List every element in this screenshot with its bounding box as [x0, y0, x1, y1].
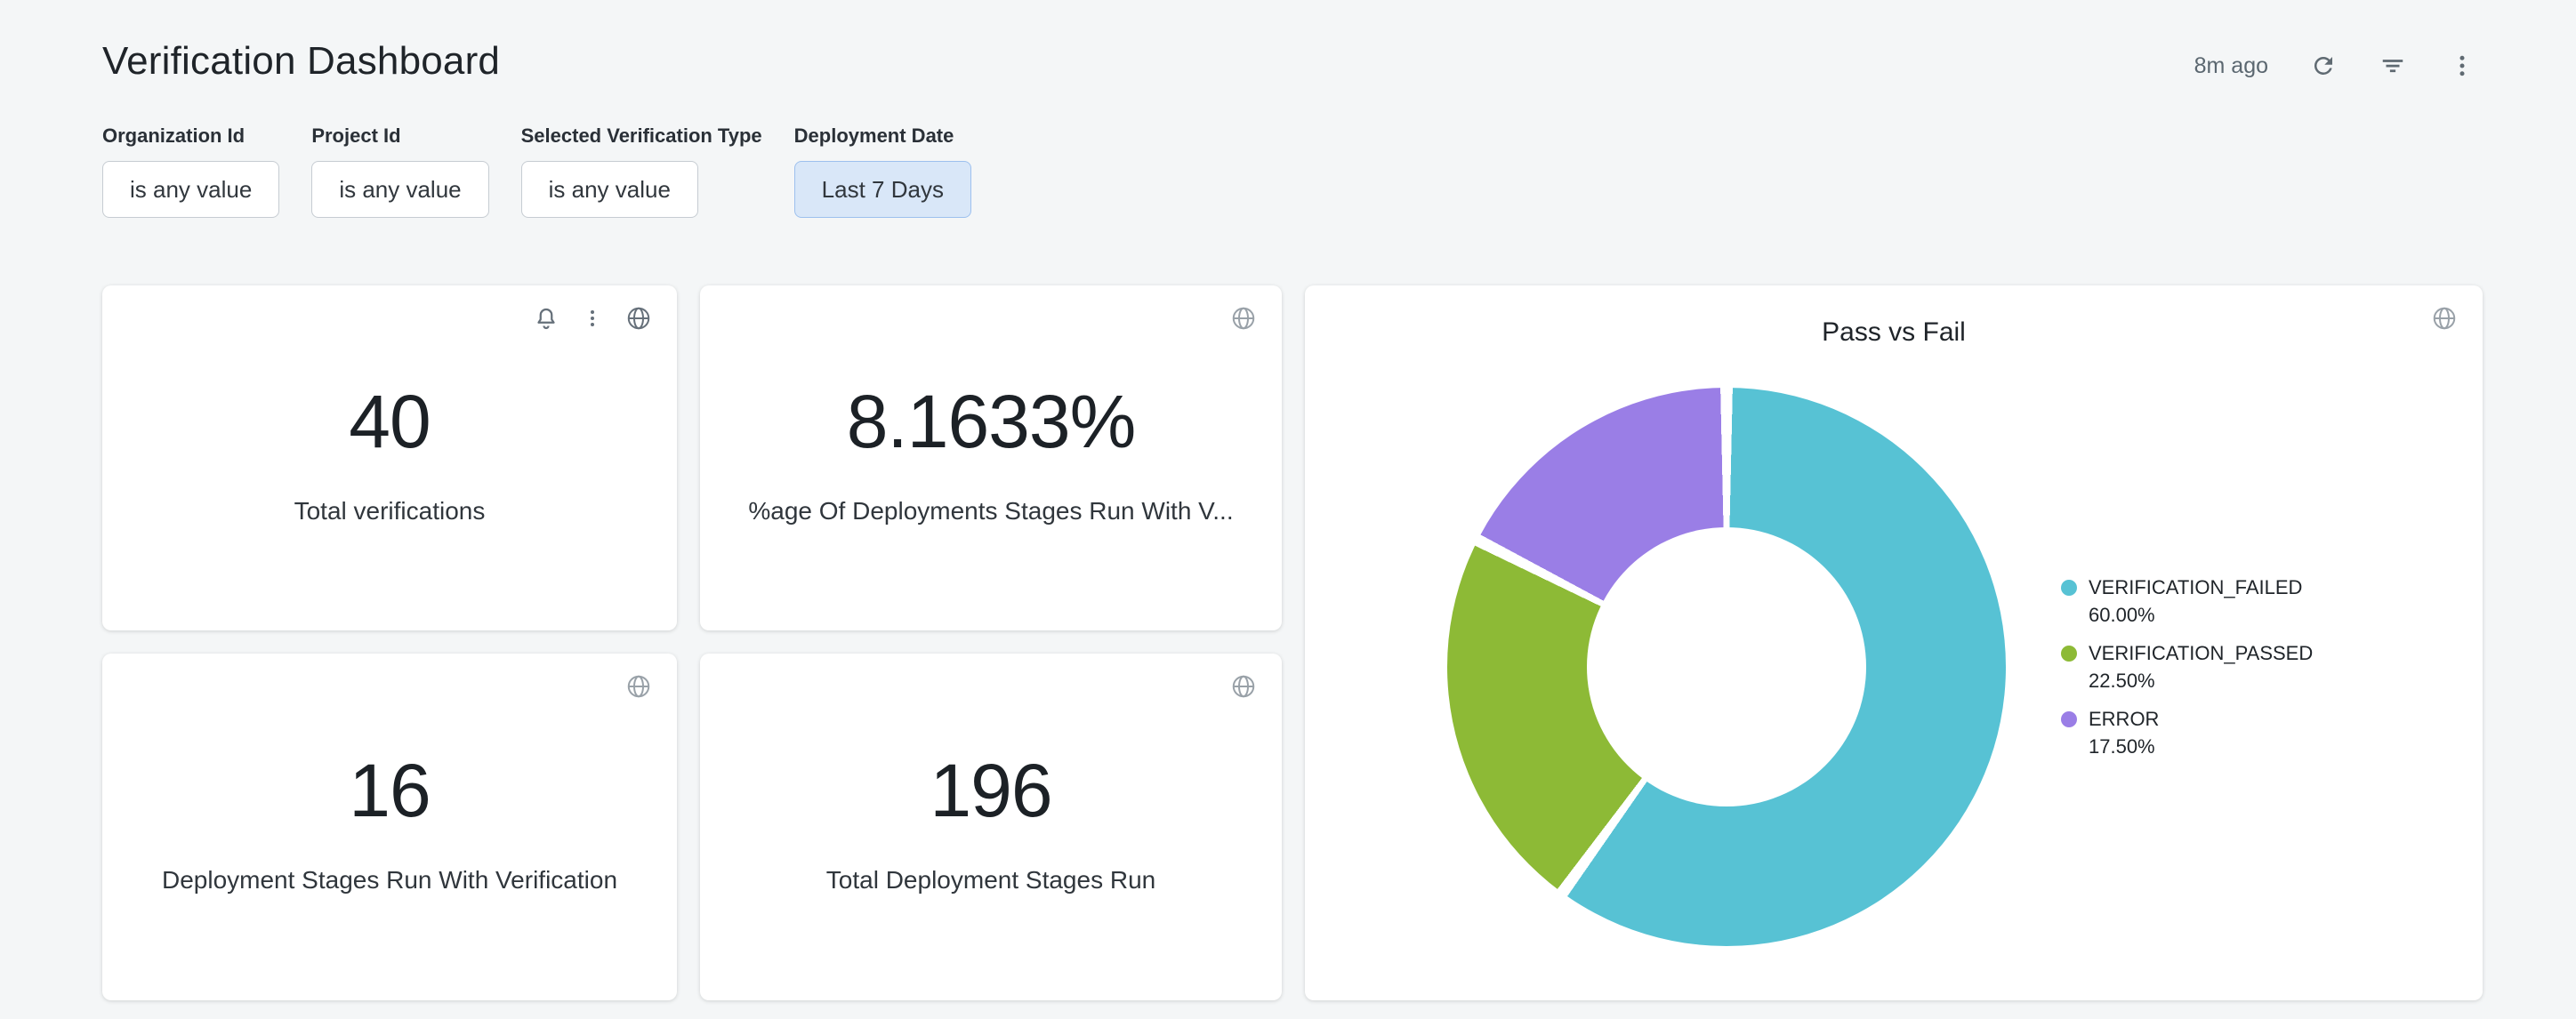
chart-title: Pass vs Fail — [1305, 285, 2483, 348]
refresh-icon[interactable] — [2309, 52, 2338, 80]
legend-item[interactable]: VERIFICATION_FAILED60.00% — [2061, 574, 2313, 629]
legend-label: ERROR17.50% — [2089, 705, 2159, 760]
filter-value-chip[interactable]: is any value — [102, 161, 279, 218]
filter-selected-verification-type: Selected Verification Type is any value — [521, 124, 762, 218]
card-pct-deployment-stages: 8.1633% %age Of Deployments Stages Run W… — [700, 285, 1282, 630]
card-icon-row — [1230, 305, 1257, 332]
chart-body: VERIFICATION_FAILED60.00% VERIFICATION_PA… — [1305, 348, 2483, 986]
stat-block: 196 Total Deployment Stages Run — [700, 654, 1282, 1000]
filter-icon[interactable] — [2379, 52, 2407, 80]
filter-value-chip[interactable]: Last 7 Days — [794, 161, 971, 218]
filter-bar: Organization Id is any value Project Id … — [102, 124, 2576, 218]
card-stages-with-verification: 16 Deployment Stages Run With Verificati… — [102, 654, 677, 1000]
globe-icon[interactable] — [2431, 305, 2458, 332]
stat-value: 16 — [349, 748, 430, 834]
header-actions: 8m ago — [2194, 52, 2476, 85]
legend-item[interactable]: VERIFICATION_PASSED22.50% — [2061, 639, 2313, 694]
filter-organization-id: Organization Id is any value — [102, 124, 279, 218]
page-title: Verification Dashboard — [102, 37, 500, 85]
filter-label: Selected Verification Type — [521, 124, 762, 148]
card-icon-row — [2431, 305, 2458, 332]
legend-color-dot — [2061, 580, 2077, 596]
globe-icon[interactable] — [625, 673, 652, 700]
filter-value-chip[interactable]: is any value — [521, 161, 698, 218]
chart-legend: VERIFICATION_FAILED60.00% VERIFICATION_PA… — [2061, 574, 2313, 760]
filter-value-chip[interactable]: is any value — [311, 161, 488, 218]
legend-color-dot — [2061, 711, 2077, 727]
globe-icon[interactable] — [625, 305, 652, 332]
stat-label: %age Of Deployments Stages Run With V... — [748, 497, 1233, 526]
globe-icon[interactable] — [1230, 673, 1257, 700]
legend-color-dot — [2061, 646, 2077, 662]
legend-item[interactable]: ERROR17.50% — [2061, 705, 2313, 760]
stat-label: Deployment Stages Run With Verification — [162, 866, 617, 895]
filter-deployment-date: Deployment Date Last 7 Days — [794, 124, 971, 218]
card-icon-row — [1230, 673, 1257, 700]
stat-value: 40 — [349, 379, 430, 465]
stat-label: Total Deployment Stages Run — [826, 866, 1155, 895]
last-refreshed-label: 8m ago — [2194, 53, 2268, 79]
card-icon-row — [625, 673, 652, 700]
card-icon-row — [533, 305, 652, 332]
stat-block: 16 Deployment Stages Run With Verificati… — [102, 654, 677, 1000]
donut-chart[interactable] — [1447, 388, 2006, 946]
stat-block: 40 Total verifications — [102, 285, 677, 630]
stat-value: 196 — [930, 748, 1051, 834]
card-total-stages-run: 196 Total Deployment Stages Run — [700, 654, 1282, 1000]
filter-label: Deployment Date — [794, 124, 971, 148]
stat-label: Total verifications — [294, 497, 486, 526]
kebab-menu-icon[interactable] — [579, 305, 606, 332]
filter-label: Organization Id — [102, 124, 279, 148]
legend-label: VERIFICATION_FAILED60.00% — [2089, 574, 2302, 629]
filter-label: Project Id — [311, 124, 488, 148]
stat-value: 8.1633% — [847, 379, 1136, 465]
globe-icon[interactable] — [1230, 305, 1257, 332]
card-pass-vs-fail-chart: Pass vs Fail VERIFICATION_FAILED60.00%VE… — [1305, 285, 2483, 1000]
filter-project-id: Project Id is any value — [311, 124, 488, 218]
card-grid: 40 Total verifications 8.1633% %age Of D… — [102, 285, 2576, 1000]
bell-icon[interactable] — [533, 305, 559, 332]
dashboard-header: Verification Dashboard 8m ago — [0, 0, 2576, 85]
card-total-verifications: 40 Total verifications — [102, 285, 677, 630]
kebab-menu-icon[interactable] — [2448, 52, 2476, 80]
legend-label: VERIFICATION_PASSED22.50% — [2089, 639, 2313, 694]
stat-block: 8.1633% %age Of Deployments Stages Run W… — [700, 285, 1282, 630]
